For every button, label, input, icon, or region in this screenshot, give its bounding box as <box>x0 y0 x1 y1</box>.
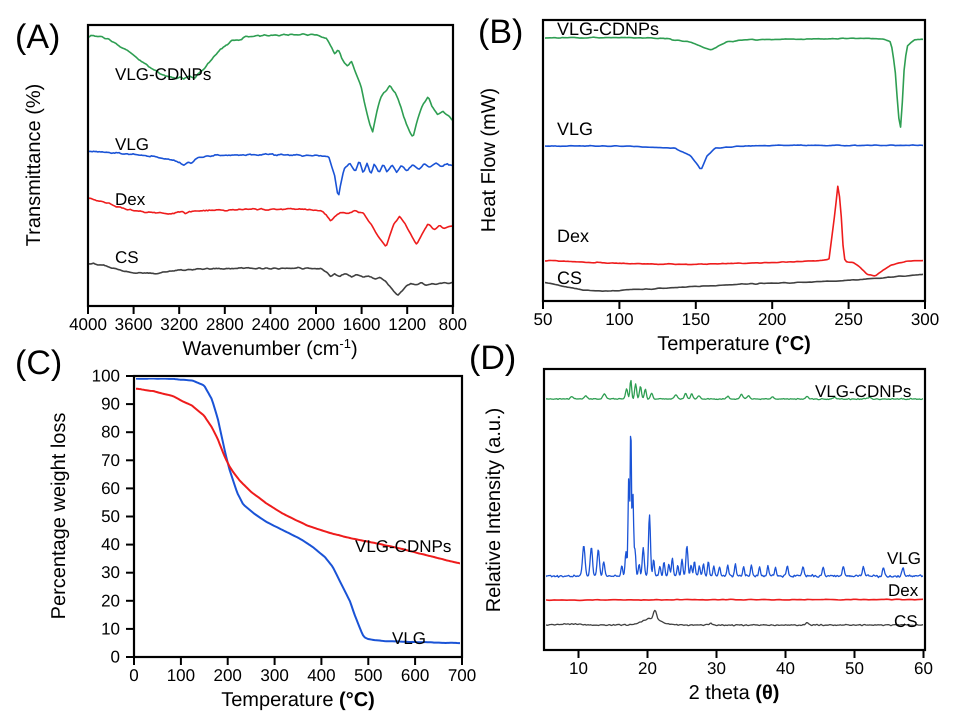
svg-text:0: 0 <box>129 666 138 685</box>
svg-text:(A): (A) <box>15 18 60 56</box>
svg-text:0: 0 <box>111 648 120 667</box>
svg-text:300: 300 <box>260 666 288 685</box>
svg-text:Heat Flow (mW): Heat Flow (mW) <box>478 88 500 232</box>
svg-text:VLG-CDNPs: VLG-CDNPs <box>557 19 659 39</box>
svg-text:600: 600 <box>401 666 429 685</box>
svg-text:Transmittance (%): Transmittance (%) <box>23 84 45 247</box>
svg-text:VLG: VLG <box>392 629 426 648</box>
svg-text:10: 10 <box>101 619 120 638</box>
svg-text:300: 300 <box>911 310 939 329</box>
svg-text:90: 90 <box>101 395 120 414</box>
svg-text:200: 200 <box>758 310 786 329</box>
svg-text:VLG: VLG <box>115 135 149 154</box>
svg-text:VLG-CDNPs: VLG-CDNPs <box>355 537 451 556</box>
svg-text:1200: 1200 <box>388 315 426 334</box>
svg-text:10: 10 <box>569 659 588 678</box>
svg-text:VLG-CDNPs: VLG-CDNPs <box>115 65 211 84</box>
svg-text:Temperature (°C): Temperature (°C) <box>221 689 375 711</box>
svg-text:20: 20 <box>638 659 657 678</box>
svg-text:Relative Intensity (a.u.): Relative Intensity (a.u.) <box>483 408 505 613</box>
svg-text:30: 30 <box>707 659 726 678</box>
svg-text:Dex: Dex <box>115 190 146 209</box>
svg-text:40: 40 <box>776 659 795 678</box>
svg-text:Percentage weight loss: Percentage weight loss <box>48 413 70 620</box>
svg-text:(D): (D) <box>469 339 516 377</box>
svg-text:4000: 4000 <box>69 315 107 334</box>
svg-text:VLG: VLG <box>887 549 921 568</box>
svg-text:100: 100 <box>92 367 120 386</box>
svg-text:1600: 1600 <box>343 315 381 334</box>
svg-text:40: 40 <box>101 535 120 554</box>
svg-text:Wavenumber (cm-1): Wavenumber (cm-1) <box>182 336 357 361</box>
svg-text:100: 100 <box>167 666 195 685</box>
svg-text:CS: CS <box>557 268 582 288</box>
svg-text:70: 70 <box>101 451 120 470</box>
svg-text:30: 30 <box>101 563 120 582</box>
svg-text:2000: 2000 <box>297 315 335 334</box>
svg-text:2400: 2400 <box>251 315 289 334</box>
svg-text:500: 500 <box>354 666 382 685</box>
svg-text:700: 700 <box>448 666 476 685</box>
svg-text:50: 50 <box>101 507 120 526</box>
svg-text:60: 60 <box>101 479 120 498</box>
svg-text:800: 800 <box>439 315 467 334</box>
svg-text:250: 250 <box>834 310 862 329</box>
svg-text:CS: CS <box>115 248 139 267</box>
svg-text:400: 400 <box>307 666 335 685</box>
svg-text:2 theta (θ): 2 theta (θ) <box>689 682 780 704</box>
svg-text:Dex: Dex <box>888 581 919 600</box>
svg-text:VLG-CDNPs: VLG-CDNPs <box>815 382 911 401</box>
svg-text:20: 20 <box>101 591 120 610</box>
svg-text:Temperature (°C): Temperature (°C) <box>657 333 811 355</box>
svg-text:50: 50 <box>534 310 553 329</box>
svg-text:3200: 3200 <box>160 315 198 334</box>
svg-text:Dex: Dex <box>557 226 589 246</box>
svg-text:60: 60 <box>914 659 933 678</box>
svg-text:(C): (C) <box>15 344 62 382</box>
svg-text:150: 150 <box>682 310 710 329</box>
svg-text:(B): (B) <box>478 13 523 51</box>
svg-text:100: 100 <box>605 310 633 329</box>
svg-text:3600: 3600 <box>115 315 153 334</box>
svg-text:CS: CS <box>894 612 918 631</box>
svg-text:200: 200 <box>214 666 242 685</box>
svg-text:80: 80 <box>101 423 120 442</box>
svg-text:VLG: VLG <box>557 119 593 139</box>
svg-text:2800: 2800 <box>206 315 244 334</box>
svg-text:50: 50 <box>845 659 864 678</box>
